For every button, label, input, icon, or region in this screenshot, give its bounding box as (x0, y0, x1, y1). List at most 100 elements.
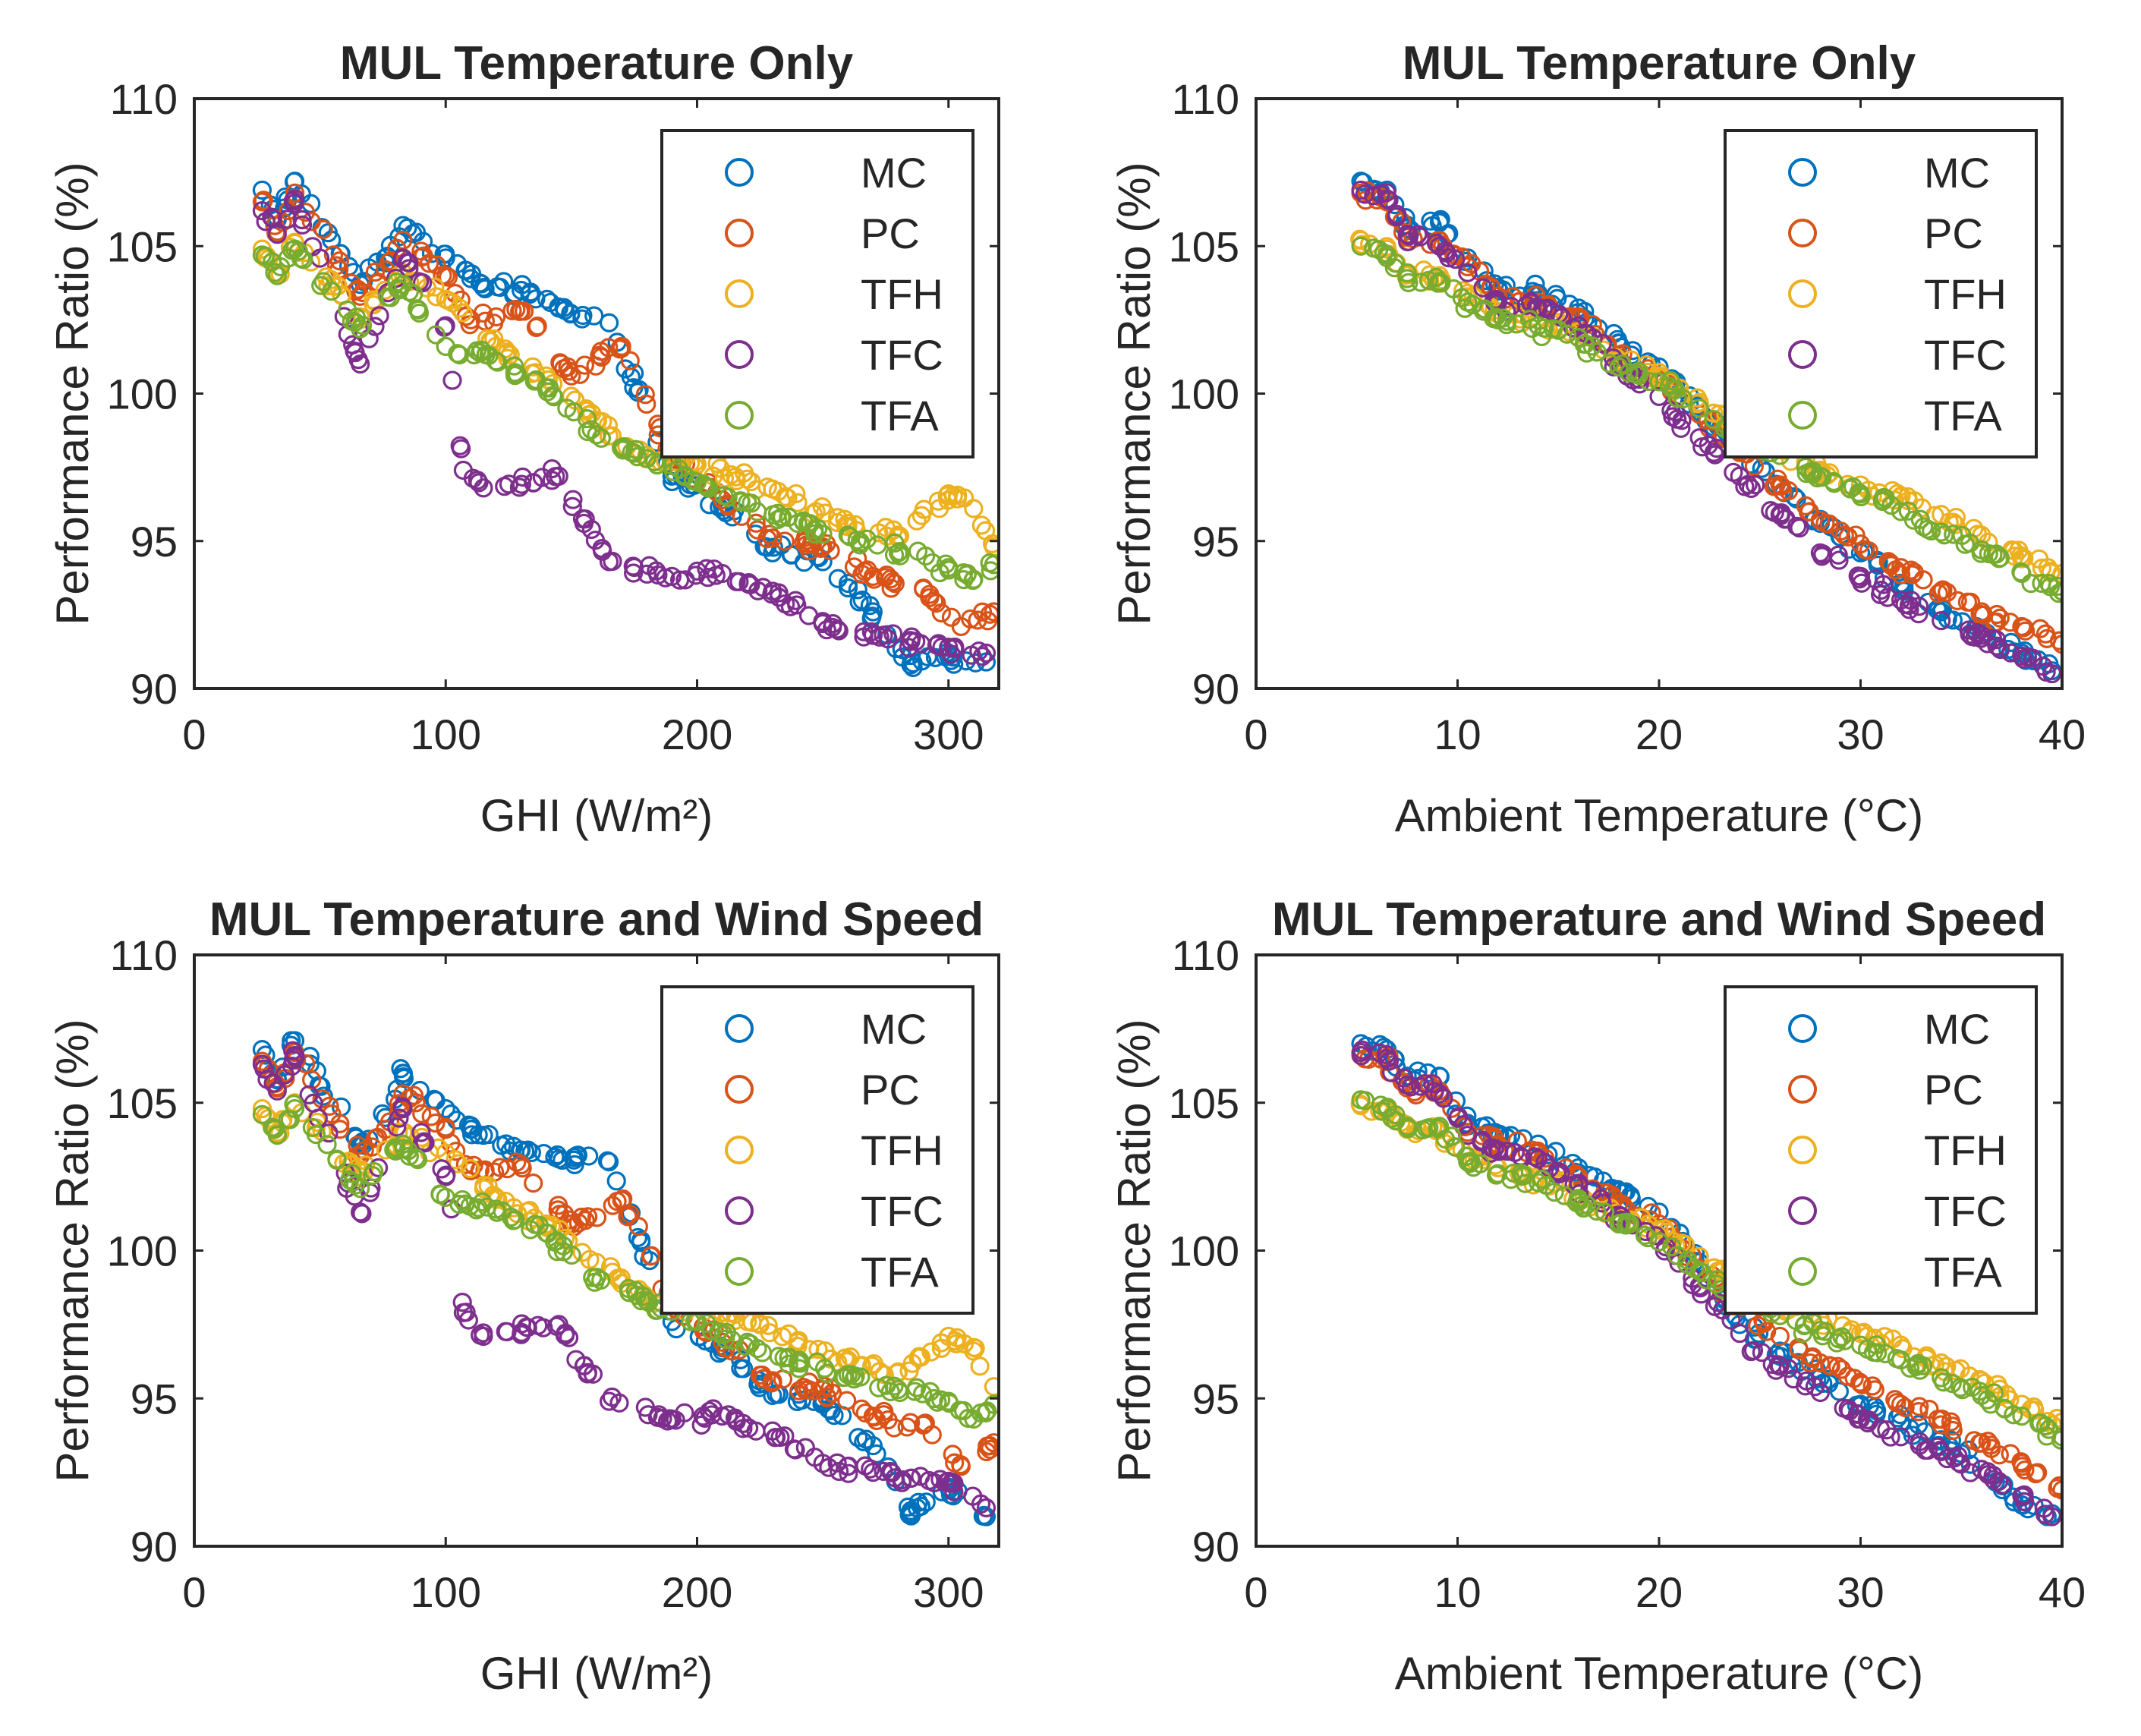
data-point (1949, 1453, 1969, 1473)
data-point (252, 180, 272, 200)
data-point (944, 1482, 964, 1501)
data-point (704, 559, 724, 579)
data-point (505, 363, 524, 383)
data-point (817, 1387, 837, 1407)
data-point (345, 1175, 366, 1195)
legend-marker (1788, 1014, 1817, 1043)
data-point (1932, 611, 1951, 631)
data-point (1773, 482, 1793, 502)
y-tick-label: 95 (1192, 518, 1239, 566)
data-point (2011, 562, 2031, 582)
data-point (726, 471, 746, 490)
data-point (1778, 1359, 1799, 1378)
chart-title: MUL Temperature and Wind Speed (1272, 893, 2046, 946)
y-tick-label: 105 (1169, 222, 1239, 270)
data-point (1831, 521, 1850, 541)
data-point (1933, 580, 1953, 600)
data-point (943, 1445, 962, 1464)
data-point (1752, 1343, 1772, 1363)
data-point (1532, 1169, 1552, 1189)
legend-marker (1788, 158, 1817, 187)
data-point (603, 1196, 622, 1215)
data-point (739, 1418, 759, 1438)
chart-panel-top-left: 0 100 200 300 90 95 100 105 110 MUL Temperature O… (47, 37, 1000, 841)
data-point (460, 1158, 480, 1179)
x-tick-label: 30 (1837, 1568, 1884, 1616)
data-point (618, 1207, 638, 1227)
data-point (1881, 496, 1901, 515)
data-point (507, 1152, 527, 1172)
data-point (313, 219, 333, 239)
data-point (452, 1189, 472, 1210)
data-point (609, 1393, 629, 1413)
data-point (2052, 1480, 2062, 1500)
data-point (2039, 1419, 2059, 1439)
data-point (857, 529, 877, 549)
data-point (1673, 389, 1693, 408)
legend-marker (725, 1075, 754, 1104)
data-point (628, 1227, 648, 1247)
data-point (1351, 236, 1371, 256)
data-point (1382, 1063, 1402, 1082)
legend-marker (1788, 1136, 1817, 1164)
data-point (512, 1314, 532, 1334)
data-point (527, 317, 547, 336)
data-point (603, 551, 622, 572)
data-point (1891, 565, 1911, 584)
y-axis-label: Performance Ratio (%) (47, 162, 98, 625)
data-point (576, 399, 596, 419)
data-point (897, 1417, 917, 1437)
data-point (283, 191, 303, 211)
data-point (265, 263, 285, 282)
data-point (352, 315, 373, 336)
data-point (1910, 509, 1930, 529)
data-point (961, 609, 981, 629)
legend-label: TFH (1924, 1126, 2007, 1174)
data-point (864, 1407, 884, 1427)
data-point (323, 245, 344, 265)
data-point (494, 272, 514, 291)
y-tick-label: 105 (107, 222, 178, 270)
data-point (318, 223, 338, 243)
data-point (378, 287, 398, 307)
data-point (398, 1141, 418, 1161)
data-point (1812, 468, 1832, 487)
data-point (1397, 225, 1417, 244)
data-point (1511, 1164, 1531, 1183)
data-point (1971, 629, 1991, 648)
data-point (779, 1324, 798, 1344)
series-tfa (1351, 236, 2062, 603)
data-point (970, 1356, 990, 1376)
data-point (1983, 544, 2003, 565)
data-point (1909, 1402, 1928, 1422)
data-point (1977, 1390, 1997, 1410)
legend-marker (725, 1196, 754, 1225)
data-point (1609, 357, 1629, 377)
legend: MC PC TFH TFC TFA (660, 129, 974, 458)
data-point (637, 394, 656, 414)
data-point (625, 440, 646, 459)
legend-label: TFH (861, 270, 943, 318)
data-point (1687, 388, 1707, 408)
data-point (479, 1124, 499, 1145)
data-point (820, 540, 840, 561)
data-point (365, 317, 385, 336)
data-point (306, 1125, 326, 1145)
legend-label: TFA (1924, 1248, 2002, 1296)
data-point (559, 1328, 579, 1347)
data-point (902, 1468, 921, 1488)
data-point (1932, 1415, 1951, 1435)
data-point (1434, 1089, 1453, 1108)
data-point (1398, 232, 1418, 252)
data-point (362, 1137, 383, 1157)
data-point (954, 1334, 974, 1353)
x-tick-label: 200 (662, 1568, 732, 1616)
x-tick-label: 40 (2039, 710, 2086, 758)
data-point (591, 428, 611, 448)
data-point (822, 1383, 842, 1403)
data-point (1992, 1475, 2012, 1495)
data-point (1398, 1119, 1418, 1139)
data-point (1790, 518, 1809, 538)
legend-box (1724, 129, 2038, 458)
scatter-points (252, 172, 999, 678)
